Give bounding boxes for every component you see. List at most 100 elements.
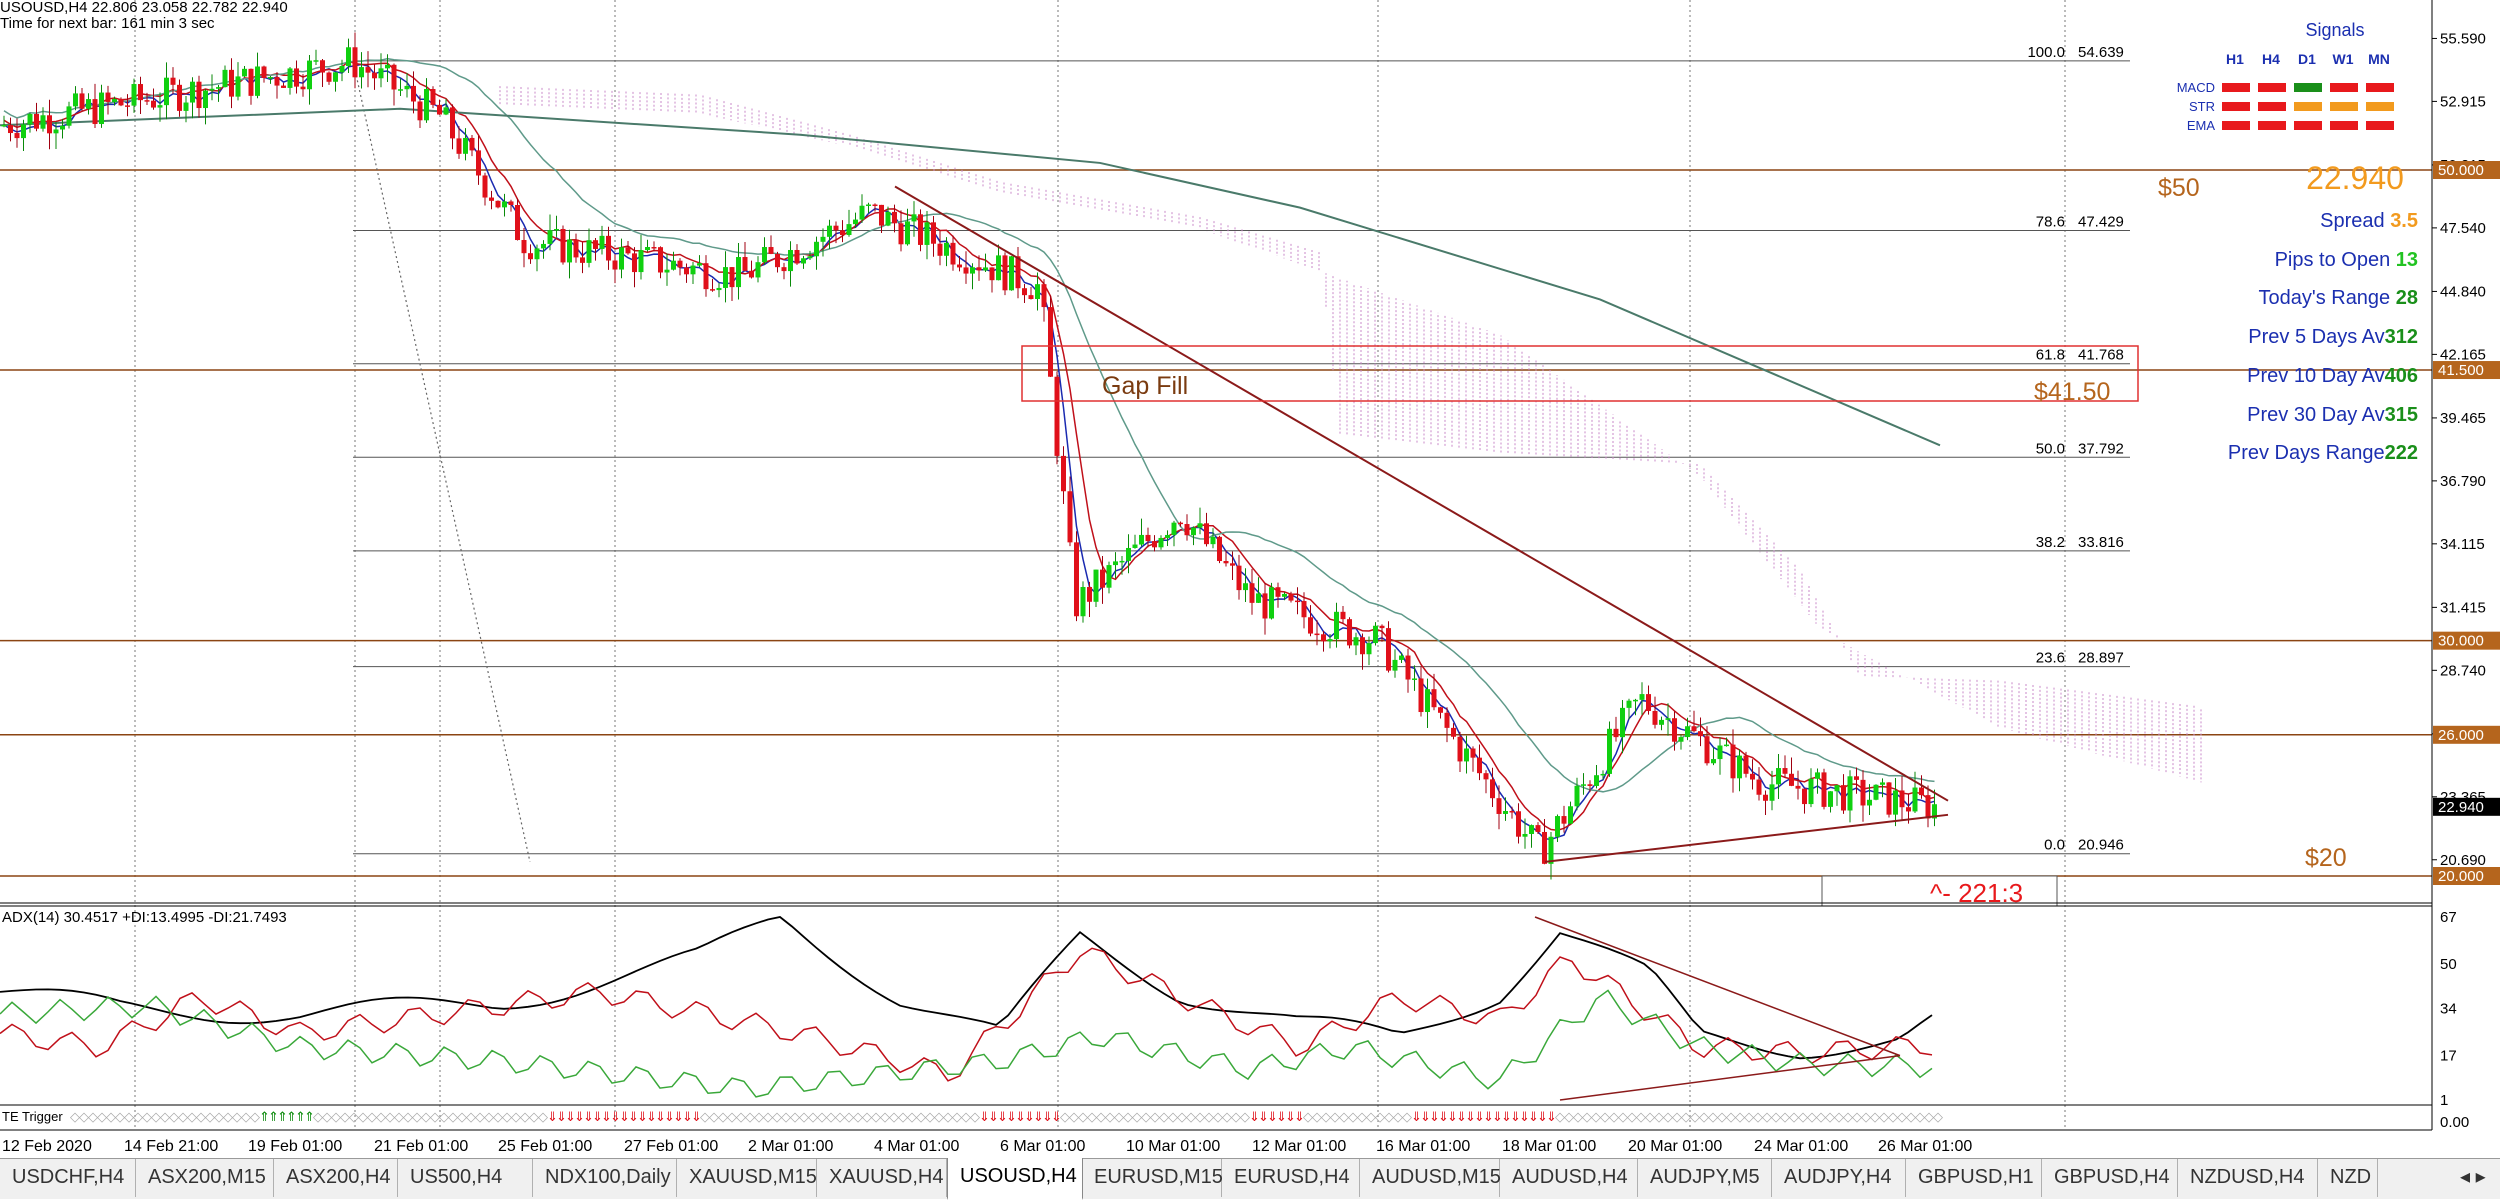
trigger-arrow: ◇ (727, 1109, 737, 1124)
candle-body (593, 240, 598, 249)
candle-body (1509, 810, 1515, 813)
trigger-arrow: ◇ (1555, 1109, 1565, 1124)
downtrend-line (894, 185, 1949, 802)
trigger-arrow: ◇ (241, 1109, 251, 1124)
candle-body (1769, 784, 1775, 801)
candle-body (924, 222, 930, 245)
price-tick-label: 20.690 (2440, 852, 2486, 869)
candle-body (1925, 795, 1931, 819)
candle-body (1834, 785, 1840, 792)
candle-body (53, 129, 59, 134)
tab-eurusd-h4[interactable]: EURUSD,H4 (1222, 1159, 1360, 1197)
time-gridlines (134, 0, 2066, 1130)
candle-body (34, 113, 39, 129)
time-tick-label: 10 Mar 01:00 (1126, 1138, 1220, 1155)
trigger-arrow: ◇ (1798, 1109, 1808, 1124)
candle-body (879, 204, 884, 226)
candle-body (781, 267, 787, 272)
trigger-arrow: ⇓ (1456, 1109, 1467, 1124)
trigger-arrow: ◇ (1780, 1109, 1790, 1124)
candle-body (918, 214, 923, 245)
tab-asx200-h4[interactable]: ASX200,H4 (274, 1159, 398, 1197)
signals-timeframe: H1 (2226, 51, 2244, 67)
trigger-arrow: ⇓ (1033, 1109, 1044, 1124)
price-level-marker (2433, 725, 2500, 744)
trigger-arrow: ◇ (1096, 1109, 1106, 1124)
candle-body (1470, 748, 1476, 758)
tab-nzd[interactable]: NZD (2318, 1159, 2378, 1197)
tab-gbpusd-h1[interactable]: GBPUSD,H1 (1906, 1159, 2042, 1197)
candle-body (697, 263, 702, 266)
candle-body (1873, 784, 1879, 800)
tab-audjpy-h4[interactable]: AUDJPY,H4 (1772, 1159, 1906, 1197)
candle-body (1321, 634, 1326, 642)
price-level-label: 20.000 (2438, 868, 2484, 885)
candle-body (495, 200, 501, 208)
tab-nzdusd-h4[interactable]: NZDUSD,H4 (2178, 1159, 2318, 1197)
current-price: 22.940 (2306, 160, 2404, 196)
candle-body (580, 257, 585, 263)
trendlines[interactable] (894, 185, 1949, 863)
trigger-arrow: ◇ (1384, 1109, 1394, 1124)
tab-usousd-h4[interactable]: USOUSD,H4 (947, 1158, 1083, 1200)
time-axis[interactable]: 12 Feb 2020 14 Feb 21:00 19 Feb 01:00 21 Fe… (2, 1138, 1972, 1155)
signals-title: Signals (2305, 20, 2364, 40)
time-tick-label: 20 Mar 01:00 (1628, 1138, 1722, 1155)
trigger-arrow: ◇ (1060, 1109, 1070, 1124)
price-axis[interactable]: 55.59052.91550.21547.54044.84042.16539.4… (2432, 30, 2500, 885)
trigger-arrow: ⇓ (988, 1109, 999, 1124)
trigger-arrow: ◇ (1843, 1109, 1853, 1124)
trigger-arrow: ◇ (79, 1109, 89, 1124)
tab-audusd-h4[interactable]: AUDUSD,H4 (1500, 1159, 1638, 1197)
trigger-arrow: ◇ (1591, 1109, 1601, 1124)
candle-body (625, 247, 631, 254)
time-tick-label: 12 Mar 01:00 (1252, 1138, 1346, 1155)
tab-xauusd-h4[interactable]: XAUUSD,H4 (817, 1159, 947, 1197)
time-tick-label: 25 Feb 01:00 (498, 1138, 592, 1155)
fib-pct: 50.0 (2036, 440, 2065, 457)
candle-body (14, 133, 20, 139)
gap-fill-box[interactable]: Gap Fill $41.50 (1021, 345, 2139, 406)
tab-audjpy-m5[interactable]: AUDJPY,M5 (1638, 1159, 1772, 1197)
tab-asx200-m15[interactable]: ASX200,M15 (136, 1159, 274, 1197)
trigger-arrow: ⇓ (592, 1109, 603, 1124)
fibonacci-levels: 100.0 54.639 78.6 47.429 61.8 41.768 50.0 37.79… (352, 44, 2130, 863)
chart-tabs[interactable]: USDCHF,H4 ASX200,M15 ASX200,H4 US500,H4 NDX1… (0, 1158, 2500, 1200)
trigger-arrow: ⇓ (691, 1109, 702, 1124)
tab-xauusd-m15[interactable]: XAUUSD,M15 (677, 1159, 817, 1197)
trigger-arrow: ⇓ (1465, 1109, 1476, 1124)
trigger-arrow: ⇓ (1483, 1109, 1494, 1124)
trigger-arrow: ◇ (214, 1109, 224, 1124)
chart-area[interactable]: 100.0 54.639 78.6 47.429 61.8 41.768 50.0 37.79… (0, 0, 2500, 1158)
tab-usdchf-h4[interactable]: USDCHF,H4 (0, 1159, 136, 1197)
candle-body (892, 211, 897, 224)
stat-row: Today's Range 28 (2259, 287, 2419, 310)
candle-body (1821, 772, 1827, 807)
candle-body (671, 260, 676, 270)
trigger-arrow: ◇ (1834, 1109, 1844, 1124)
tab-gbpusd-h4[interactable]: GBPUSD,H4 (2042, 1159, 2178, 1197)
fib-pct: 61.8 (2036, 347, 2065, 364)
candle-body (931, 222, 936, 244)
trigger-arrow: ◇ (331, 1109, 341, 1124)
candle-body (1763, 794, 1768, 801)
candle-body (216, 87, 221, 89)
candle-body (1646, 694, 1651, 711)
candle-body (203, 90, 208, 109)
candle-body (125, 105, 130, 107)
signals-row-label: EMA (2187, 118, 2216, 133)
trigger-arrow: ◇ (1222, 1109, 1232, 1124)
ma-50-line (3, 57, 1935, 793)
tab-eurusd-m15[interactable]: EURUSD,M15 (1082, 1159, 1223, 1197)
tab-ndx100-daily[interactable]: NDX100,Daily (533, 1159, 677, 1197)
stat-row: Prev 5 Days Av312 (2248, 326, 2418, 349)
trigger-label: TE Trigger (2, 1109, 63, 1124)
candle-body (1425, 689, 1430, 713)
trigger-arrow: ⇓ (556, 1109, 567, 1124)
tab-us500-h4[interactable]: US500,H4 (398, 1159, 533, 1197)
tab-scroll-arrows[interactable]: ◂ ▸ (2448, 1159, 2500, 1197)
candle-body (404, 85, 410, 90)
signal-cell (2366, 102, 2394, 111)
trigger-arrow: ◇ (340, 1109, 350, 1124)
tab-audusd-m15[interactable]: AUDUSD,M15 (1360, 1159, 1501, 1197)
